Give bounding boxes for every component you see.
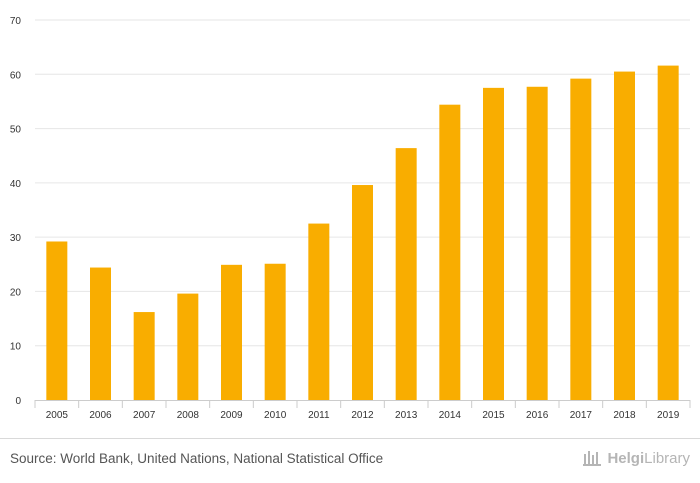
brand-name-library: Library [644, 449, 690, 467]
x-tick-label: 2016 [526, 410, 549, 421]
bar-2015[interactable] [483, 87, 504, 400]
brand-name-helgi: Helgi [607, 449, 645, 467]
x-tick-label: 2014 [439, 410, 462, 421]
x-tick-label: 2006 [89, 410, 112, 421]
bar-2012[interactable] [352, 185, 373, 400]
bar-layer [46, 65, 679, 401]
bar-2008[interactable] [177, 293, 199, 400]
y-tick-label: 10 [10, 342, 22, 353]
brand-logo[interactable]: Helgi Library [583, 449, 690, 467]
bar-2010[interactable] [264, 263, 286, 400]
x-tick-label: 2008 [177, 410, 200, 421]
axis-layer: 0 10 20 30 40 50 60 70 2005 2006 2007 2008 2009 2010 2… [10, 16, 691, 421]
bar-2019[interactable] [657, 65, 679, 400]
y-tick-label: 70 [10, 16, 22, 27]
x-tick-label: 2015 [482, 410, 505, 421]
bar-chart: 0 10 20 30 40 50 60 70 2005 2006 2007 2008 2009 2010 2… [10, 16, 691, 421]
x-tick-label: 2010 [264, 410, 287, 421]
x-tick-label: 2005 [46, 410, 69, 421]
x-tick-label: 2018 [613, 410, 636, 421]
bar-2011[interactable] [308, 223, 330, 400]
bar-2018[interactable] [614, 71, 635, 401]
y-tick-label: 60 [10, 70, 22, 81]
bar-2009[interactable] [221, 264, 242, 400]
source-text: Source: World Bank, United Nations, Nati… [10, 451, 384, 466]
bar-2016[interactable] [526, 86, 548, 401]
bar-2017[interactable] [570, 78, 592, 400]
y-tick-label: 40 [10, 179, 22, 190]
y-tick-label: 0 [15, 396, 21, 407]
bar-2013[interactable] [395, 148, 417, 400]
bar-2005[interactable] [46, 241, 68, 400]
x-tick-label: 2019 [657, 410, 680, 421]
x-tick-label: 2012 [351, 410, 374, 421]
y-tick-label: 20 [10, 287, 22, 298]
chart-footer: Source: World Bank, United Nations, Nati… [0, 438, 700, 483]
x-tick-label: 2007 [133, 410, 156, 421]
bar-2014[interactable] [439, 104, 461, 400]
x-tick-label: 2017 [570, 410, 593, 421]
library-icon [583, 451, 602, 466]
x-tick-label: 2013 [395, 410, 418, 421]
bar-2006[interactable] [90, 267, 111, 400]
y-tick-label: 30 [10, 233, 22, 244]
x-tick-label: 2009 [220, 410, 243, 421]
bar-2007[interactable] [133, 312, 155, 400]
x-tick-label: 2011 [308, 410, 330, 421]
y-tick-label: 50 [10, 125, 22, 136]
